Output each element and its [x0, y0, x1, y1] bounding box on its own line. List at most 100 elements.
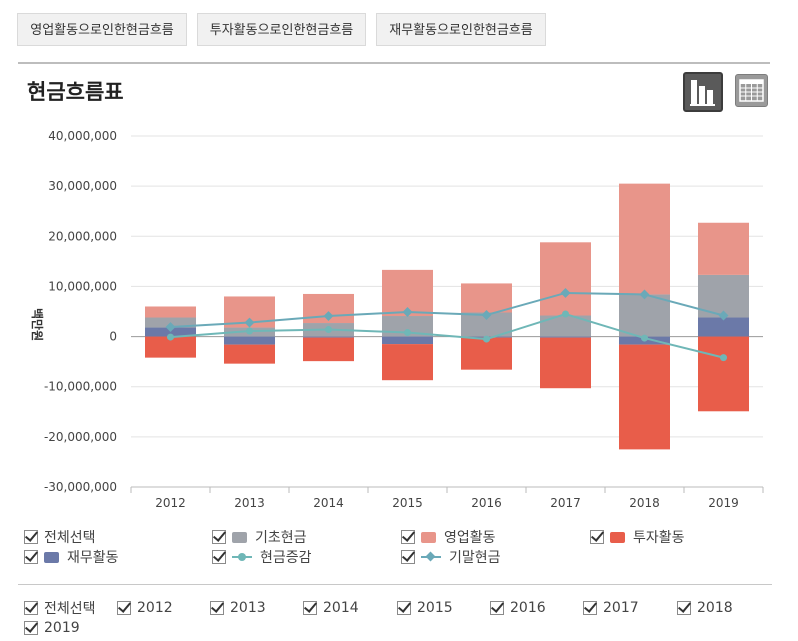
bar-investing-2017	[540, 337, 591, 389]
bar-basic-cash-2018	[619, 294, 670, 337]
year-item-2019[interactable]: 2019	[24, 618, 80, 638]
point-cash-change-2016	[483, 335, 490, 343]
legend-select-all-label: 전체선택	[44, 530, 96, 546]
legend-item-operating[interactable]: 영업활동	[401, 527, 496, 547]
bar-investing-2013	[224, 344, 275, 364]
checkbox-icon	[24, 550, 38, 564]
point-ending-cash-2014	[323, 311, 334, 321]
legend-swatch-financing	[44, 551, 59, 563]
year-item-2013[interactable]: 2013	[210, 598, 266, 618]
point-ending-cash-2019	[718, 310, 729, 321]
bar-investing-2012	[145, 336, 196, 358]
checkbox-icon	[303, 601, 317, 615]
line-ending-cash	[170, 291, 724, 329]
legend-item-basic-cash[interactable]: 기초현금	[212, 527, 307, 547]
legend-swatch-operating	[421, 531, 436, 543]
point-cash-change-2017	[562, 310, 569, 318]
bar-investing-2014	[303, 337, 354, 362]
year-item-2018[interactable]: 2018	[677, 598, 733, 618]
point-cash-change-2013	[246, 327, 253, 335]
table-grid-icon	[739, 79, 764, 102]
table-view-button[interactable]	[735, 74, 768, 107]
legend-item-ending-cash[interactable]: 기말현금	[401, 547, 501, 567]
y-tick-label: 0	[109, 330, 117, 344]
point-ending-cash-2016	[481, 310, 492, 320]
bar-operating-2017	[540, 242, 591, 316]
chart-view-button[interactable]	[683, 72, 723, 112]
bar-financing-2013	[224, 336, 275, 345]
checkbox-icon	[677, 601, 691, 615]
checkbox-icon	[24, 621, 38, 635]
bar-investing-2015	[382, 344, 433, 381]
bar-investing-2018	[619, 344, 670, 450]
bar-investing-2016	[461, 337, 512, 370]
point-ending-cash-2013	[244, 317, 255, 328]
tab-operating-cash-flow[interactable]: 영업활동으로인한현금흐름	[17, 13, 187, 46]
year-select-all-label: 전체선택	[44, 601, 96, 617]
year-label: 2016	[510, 600, 546, 616]
year-item-2016[interactable]: 2016	[490, 598, 546, 618]
legend-swatch-investing	[610, 531, 625, 543]
bar-financing-2017	[540, 336, 591, 338]
checkbox-icon	[117, 601, 131, 615]
legend-label-basic-cash: 기초현금	[255, 530, 307, 546]
x-tick-label: 2012	[155, 496, 186, 510]
legend-item-investing[interactable]: 투자활동	[590, 527, 685, 547]
bar-financing-2015	[382, 336, 433, 345]
year-item-2012[interactable]: 2012	[117, 598, 173, 618]
x-tick-label: 2013	[234, 496, 265, 510]
bar-investing-2019	[698, 336, 749, 412]
y-axis-label: 백만원	[30, 308, 45, 341]
y-tick-label: -30,000,000	[44, 480, 117, 494]
checkbox-icon	[401, 550, 415, 564]
year-label: 2014	[323, 600, 359, 616]
tab-financing-cash-flow[interactable]: 재무활동으로인한현금흐름	[376, 13, 546, 46]
legend-label-ending-cash: 기말현금	[449, 550, 501, 566]
legend-select-all[interactable]: 전체선택	[24, 527, 96, 547]
checkbox-icon	[212, 550, 226, 564]
x-tick-label: 2016	[471, 496, 502, 510]
year-item-2015[interactable]: 2015	[397, 598, 453, 618]
checkbox-icon	[401, 530, 415, 544]
checkbox-icon	[590, 530, 604, 544]
bar-operating-2018	[619, 183, 670, 295]
bar-financing-2019	[698, 317, 749, 337]
y-tick-label: 10,000,000	[48, 279, 117, 293]
top-divider	[18, 62, 770, 64]
checkbox-icon	[397, 601, 411, 615]
point-cash-change-2019	[720, 354, 727, 362]
legend-label-financing: 재무활동	[67, 550, 119, 566]
checkbox-icon	[212, 530, 226, 544]
legend-swatch-basic-cash	[232, 531, 247, 543]
checkbox-icon	[490, 601, 504, 615]
year-item-2017[interactable]: 2017	[583, 598, 639, 618]
tab-investing-cash-flow[interactable]: 투자활동으로인한현금흐름	[197, 13, 366, 46]
bar-operating-2019	[698, 222, 749, 275]
point-cash-change-2012	[167, 333, 174, 341]
point-ending-cash-2018	[639, 289, 650, 300]
checkbox-icon	[583, 601, 597, 615]
bar-chart-icon	[690, 80, 715, 106]
y-tick-label: -10,000,000	[44, 380, 117, 394]
page-title: 현금흐름표	[27, 80, 124, 104]
legend-label-investing: 투자활동	[633, 530, 685, 546]
year-item-2014[interactable]: 2014	[303, 598, 359, 618]
point-cash-change-2014	[325, 326, 332, 334]
cash-flow-chart: 40,000,000 30,000,000 20,000,000 10,000,000…	[30, 129, 764, 510]
y-tick-label: 20,000,000	[48, 229, 117, 243]
year-select-all[interactable]: 전체선택	[24, 598, 96, 618]
year-label: 2017	[603, 600, 639, 616]
legend-item-cash-change[interactable]: 현금증감	[212, 547, 312, 567]
legend-item-financing[interactable]: 재무활동	[24, 547, 119, 567]
point-cash-change-2015	[404, 329, 411, 337]
x-tick-label: 2015	[392, 496, 423, 510]
line-cash-change	[170, 312, 724, 359]
y-tick-label: 30,000,000	[48, 179, 117, 193]
year-label: 2015	[417, 600, 453, 616]
legend-line-swatch-ending-cash	[421, 551, 441, 562]
x-tick-label: 2017	[550, 496, 581, 510]
year-label: 2018	[697, 600, 733, 616]
checkbox-icon	[24, 601, 38, 615]
legend-label-operating: 영업활동	[444, 530, 496, 546]
x-tick-label: 2019	[708, 496, 739, 510]
